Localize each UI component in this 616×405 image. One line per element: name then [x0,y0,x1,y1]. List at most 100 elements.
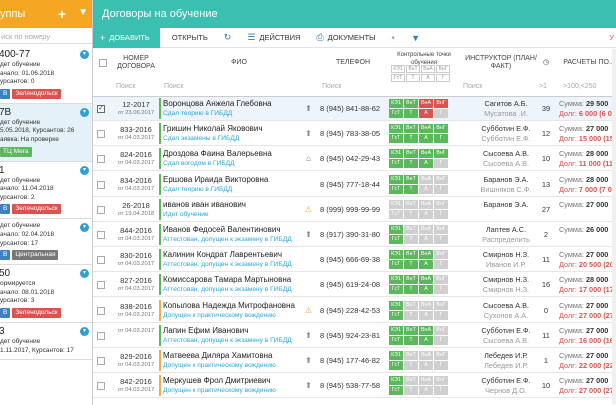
sum-value: 28 000 [586,275,609,285]
point-badge: КЭ1 [389,225,403,234]
group-item[interactable]: дет обучение ачало: 02.04.2018 урсантов: 1… [0,219,92,266]
student-name: Комиссарова Тамара Мартыновна [163,275,292,285]
status-bar [159,299,161,321]
table-row[interactable]: 842-2016 от 04.03.2017 Меркушев Фрол Дмитр… [93,374,616,399]
group-status: дет обучение [0,118,41,126]
filter-phone[interactable]: Поиск [322,83,342,90]
table-row[interactable]: 830-2016 от 04.03.2017 Калинин Кондрат Лав… [93,248,616,273]
table-row[interactable]: 838-2016 от 04.03.2017 Копылова Надежда Ми… [93,299,616,323]
col-fio[interactable]: ФИО [231,59,247,66]
group-name: 3 [0,326,92,338]
refresh-button[interactable]: ↻ [214,28,242,48]
point-badge: ВнА [419,275,433,285]
contract-date: от 04.03.2017 [117,135,155,142]
arrow-up-icon: ⬆ [305,356,312,365]
point-badge: Т [404,209,418,219]
chevron-down-icon[interactable]: ▾ [80,223,89,233]
point-badge: Г [434,260,448,270]
status-bar [159,148,161,170]
chevron-down-icon[interactable]: ▾ [80,269,89,279]
chevron-down-icon[interactable]: ▾ [80,326,89,336]
col-count-icon[interactable]: ◷ [535,49,557,77]
close-filter-button[interactable]: У [609,33,614,42]
add-button[interactable]: + ДОБАВИТЬ [93,27,160,48]
filter-button[interactable]: ▼ [403,28,428,48]
point-badge: А [419,386,433,396]
instructor-plan: Смирнов Н.З. [482,250,530,260]
col-num[interactable]: НОМЕР ДОГОВОРА [117,55,155,70]
point-badge: А [419,159,433,169]
page-title: Договоры на обучение [93,0,616,28]
filter-fio[interactable]: Поиск [164,83,184,90]
row-checkbox[interactable] [97,205,105,214]
table-row[interactable]: 829-2016 от 04.03.2017 Матвеева Диляра Хам… [93,349,616,373]
add-group-icon[interactable]: + [57,6,67,22]
point-label: КЭ1 [391,65,405,73]
group-item[interactable]: 50 ормируется ачало: 08.01.2018 урсантов: 3… [0,265,92,323]
table-row[interactable]: 827-2016 от 04.03.2017 Комиссарова Тамара … [93,273,616,298]
point-badge: Т [404,361,418,370]
scrollbar[interactable] [612,49,616,404]
documents-button[interactable]: ⎙ ДОКУМЕНТЫ [316,32,376,42]
row-checkbox[interactable] [97,256,105,265]
group-count: аявка: На проверке [0,135,59,143]
list-icon: ☰ [247,32,256,42]
lessons-count: 10 [541,154,551,164]
debt-label: Долг: [559,109,577,118]
filter-count[interactable]: >1 [539,83,547,90]
row-checkbox[interactable] [97,231,105,239]
filter-num[interactable]: Поиск [116,83,136,90]
student-name: Гришин Николай Яковович [163,124,263,134]
row-checkbox[interactable] [97,281,105,290]
table-row[interactable]: от 04.03.2017 Лапин Ефим Иванович Аттестов… [93,324,616,348]
row-checkbox[interactable] [97,130,105,139]
debt-value: 27 000 (27 000) [578,386,616,396]
table-row[interactable]: 834-2016 от 04.03.2017 Ершова Ираида Викто… [93,173,616,197]
debt-label: Долг: [559,285,577,295]
chevron-down-icon[interactable]: ▾ [80,165,89,175]
col-payments[interactable]: РАСЧЕТЫ ПО... [563,59,615,66]
chevron-down-icon[interactable]: ▾ [80,50,89,59]
student-name: Меркушев Фрол Дмитриевич [163,376,271,386]
row-checkbox[interactable] [97,155,105,164]
col-phone[interactable]: ТЕЛЕФОН [335,59,371,66]
chat-button[interactable]: ◔ [382,28,403,48]
group-search-input[interactable]: иск по номеру [0,29,92,44]
point-badge: ВнА [419,99,433,108]
row-checkbox[interactable] [97,180,105,189]
filter-payments[interactable]: >100;<250 [563,83,597,90]
filter-instructor[interactable]: Поиск [463,83,483,90]
row-checkbox[interactable] [97,331,105,340]
col-instructor[interactable]: ИНСТРУКТОР (ПЛАН/ФАКТ) [465,55,537,70]
row-checkbox[interactable] [97,104,105,113]
chevron-down-icon[interactable]: ▾ [80,107,89,117]
point-badge: Т [404,109,418,118]
control-points: КЭ1 ВнТ ВнА ВнГ ГсТ Т А Г [389,300,449,322]
actions-button[interactable]: ☰ ДЕЙСТВИЯ [247,32,301,42]
group-tag: Зеленодольск [12,204,61,215]
group-item[interactable]: 7В дет обучение 5.05.2018, Курсантов: 26 ая… [0,103,92,162]
instructor-fact: Сысоева А.В. [482,159,530,169]
point-badge: КЭ1 [389,325,403,335]
open-button[interactable]: ОТКРЫТЬ [171,33,208,42]
table-row[interactable]: 26-2018 от 19.04.2018 иванов иван иванович… [93,198,616,222]
warning-icon: ⚠ [304,305,313,315]
row-checkbox[interactable] [97,306,105,315]
instructor-fact: Вишняков С.Ф. [480,184,532,194]
table-row[interactable]: 824-2016 от 04.03.2017 Дроздова Фаина Вале… [93,147,616,172]
select-all-checkbox[interactable] [98,59,107,67]
point-badge: ВнГ [434,199,448,209]
group-tag: Зеленодольск [12,88,61,99]
table-row[interactable]: 844-2016 от 04.03.2017 Иванов Федосей Вале… [93,223,616,247]
group-item[interactable]: 400-77 дет обучение ачало: 01.06.2018 урсан… [0,46,92,104]
sum-value: 27 000 [586,376,609,386]
row-checkbox[interactable] [97,382,105,391]
table-row[interactable]: 833-2016 от 04.03.2017 Гришин Николай Яков… [93,122,616,147]
filter-icon[interactable]: ▼ [78,7,88,18]
point-badge: ВнТ [404,376,418,386]
point-badge: ВнТ [404,174,418,184]
row-checkbox[interactable] [97,357,105,365]
